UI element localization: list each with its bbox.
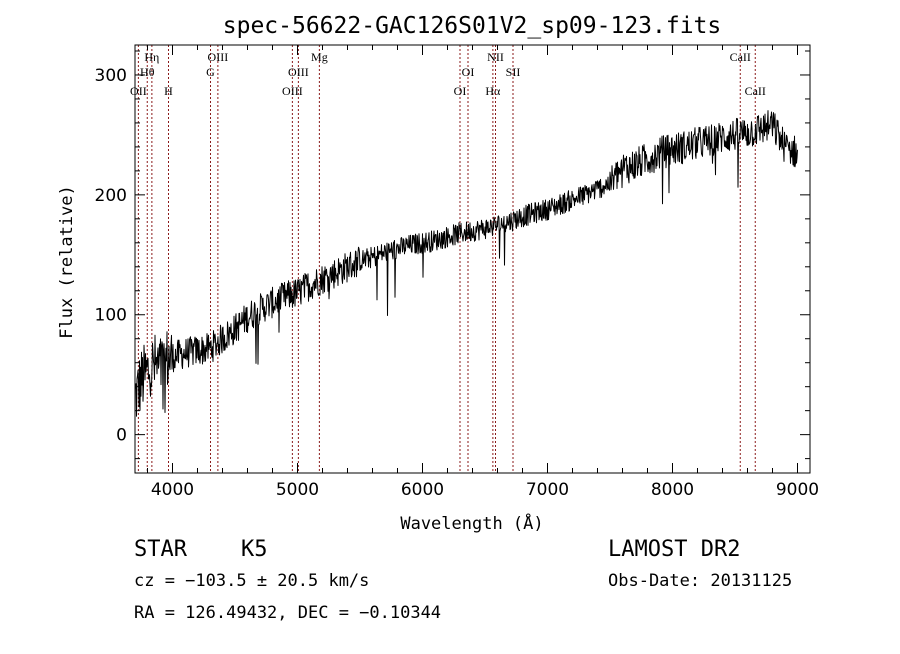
marker-label: H bbox=[164, 84, 173, 98]
survey-name: LAMOST DR2 bbox=[608, 537, 741, 562]
marker-label: G bbox=[206, 65, 215, 79]
redshift-info: cz = −103.5 ± 20.5 km/s bbox=[134, 571, 370, 591]
marker-label: OIII bbox=[282, 84, 303, 98]
line-markers: OIIHθHηHGOIIIOIIIOIIIMgOIOIHαNIISIICaIIC… bbox=[130, 45, 766, 473]
marker-label: Hθ bbox=[140, 65, 155, 79]
y-tick-label: 300 bbox=[95, 66, 127, 86]
marker-label: CaII bbox=[730, 50, 751, 64]
axes: 4000 5000 6000 7000 8000 9000 0 100 200 300 bbox=[95, 45, 819, 500]
marker-label: OIII bbox=[288, 65, 309, 79]
object-class: STAR bbox=[134, 537, 187, 562]
x-tick-label: 6000 bbox=[401, 480, 444, 500]
marker-label: SII bbox=[506, 65, 521, 79]
x-tick-label: 4000 bbox=[151, 480, 194, 500]
x-tick-label: 9000 bbox=[776, 480, 819, 500]
marker-label: Hα bbox=[485, 84, 501, 98]
marker-label: OII bbox=[130, 84, 147, 98]
marker-label: CaII bbox=[745, 84, 766, 98]
spectrum-line bbox=[135, 110, 798, 417]
observation-date: Obs-Date: 20131125 bbox=[608, 571, 793, 591]
spectrum-series bbox=[135, 110, 798, 417]
marker-label: NII bbox=[487, 50, 504, 64]
marker-label: OIII bbox=[208, 50, 229, 64]
coordinates: RA = 126.49432, DEC = −0.10344 bbox=[134, 603, 442, 623]
plot-frame bbox=[134, 44, 811, 474]
marker-label: OI bbox=[462, 65, 475, 79]
y-tick-label: 0 bbox=[116, 426, 127, 446]
x-tick-label: 7000 bbox=[526, 480, 569, 500]
marker-label: Mg bbox=[311, 50, 328, 64]
chart-title: spec-56622-GAC126S01V2_sp09-123.fits bbox=[223, 13, 722, 39]
marker-label: OI bbox=[454, 84, 467, 98]
y-tick-label: 200 bbox=[95, 186, 127, 206]
object-subclass: K5 bbox=[241, 537, 268, 562]
x-axis-label: Wavelength (Å) bbox=[400, 512, 543, 534]
x-tick-label: 5000 bbox=[276, 480, 319, 500]
marker-label: Hη bbox=[144, 50, 159, 64]
y-axis-label: Flux (relative) bbox=[57, 185, 77, 339]
y-tick-label: 100 bbox=[95, 306, 127, 326]
x-tick-label: 8000 bbox=[651, 480, 694, 500]
